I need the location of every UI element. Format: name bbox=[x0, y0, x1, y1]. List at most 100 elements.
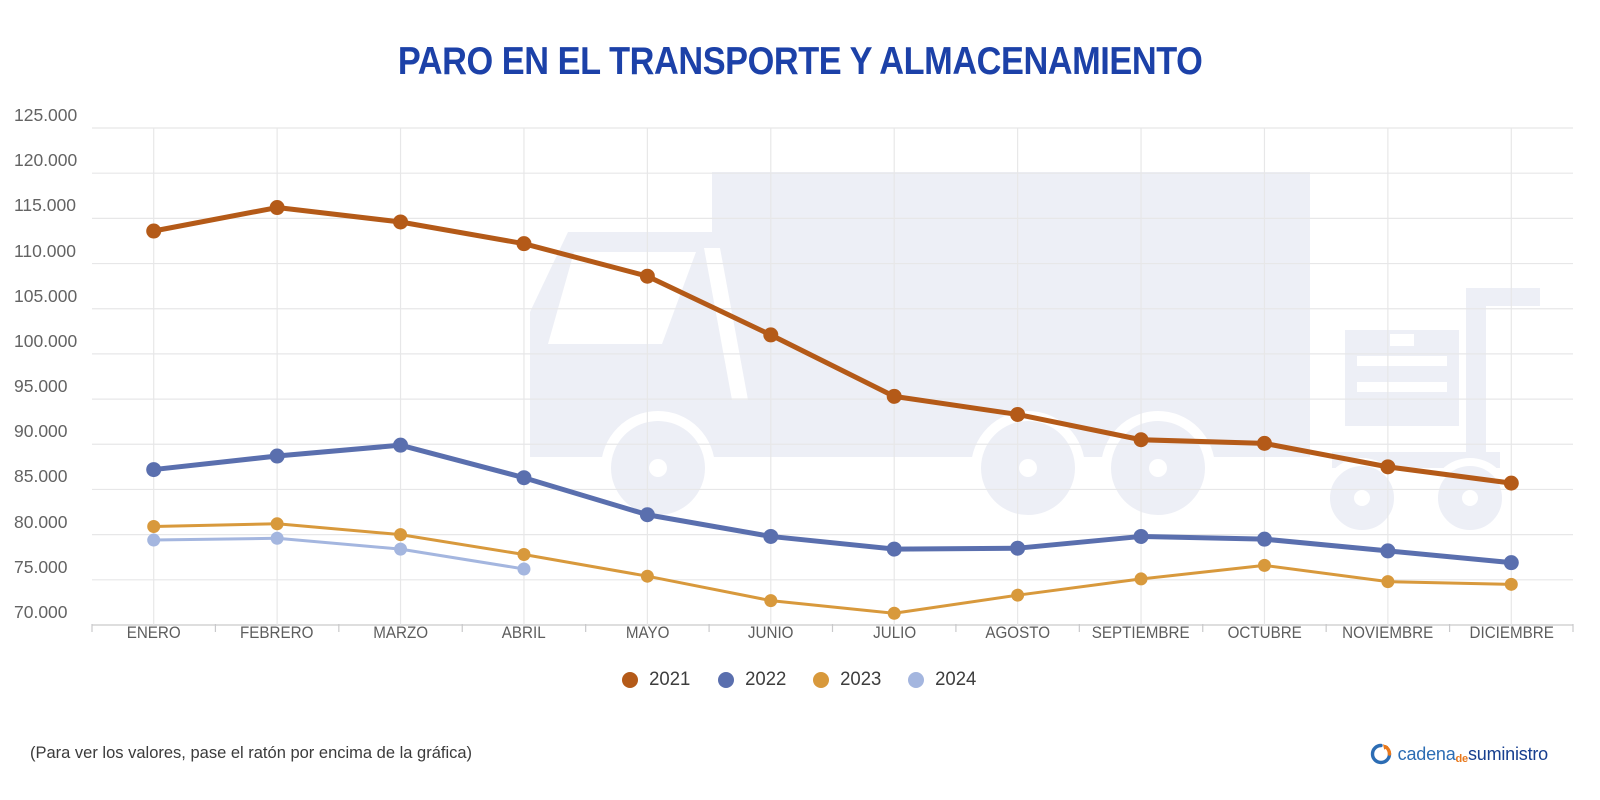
series-point-2023-octubre[interactable] bbox=[1257, 558, 1271, 572]
y-axis-label: 95.000 bbox=[14, 376, 68, 397]
series-point-2022-septiembre[interactable] bbox=[1133, 528, 1149, 544]
series-point-2024-febrero[interactable] bbox=[270, 531, 284, 545]
y-axis-label: 80.000 bbox=[14, 511, 68, 532]
series-point-2021-octubre[interactable] bbox=[1256, 435, 1272, 451]
series-point-2021-mayo[interactable] bbox=[639, 268, 655, 284]
legend-item-2021[interactable]: 2021 bbox=[622, 668, 691, 691]
logo-word-suministro: suministro bbox=[1467, 743, 1548, 764]
series-point-2021-noviembre[interactable] bbox=[1380, 459, 1396, 475]
x-axis-label-febrero: FEBRERO bbox=[240, 624, 314, 642]
logo-word-de: de bbox=[1455, 752, 1469, 765]
y-axis-label: 75.000 bbox=[14, 556, 68, 577]
series-point-2022-octubre[interactable] bbox=[1256, 531, 1272, 547]
series-point-2021-diciembre[interactable] bbox=[1503, 475, 1519, 491]
x-axis-label-julio: JULIO bbox=[872, 624, 916, 642]
series-point-2022-marzo[interactable] bbox=[393, 437, 409, 453]
series-point-2023-noviembre[interactable] bbox=[1381, 575, 1395, 589]
handtruck-wheel-hub-shape bbox=[1354, 490, 1370, 506]
series-point-2023-febrero[interactable] bbox=[270, 517, 284, 531]
series-point-2023-enero[interactable] bbox=[147, 520, 161, 534]
handtruck-frame-shape bbox=[1466, 288, 1486, 468]
series-point-2021-septiembre[interactable] bbox=[1133, 432, 1149, 448]
x-axis-label-agosto: AGOSTO bbox=[985, 624, 1050, 642]
y-axis-label: 110.000 bbox=[14, 240, 76, 261]
y-axis-label: 115.000 bbox=[14, 195, 76, 216]
handtruck-handle-shape bbox=[1466, 288, 1540, 306]
brand-logo-text: cadenadesuministro bbox=[1397, 743, 1549, 765]
series-point-2023-junio[interactable] bbox=[764, 594, 778, 608]
series-point-2023-septiembre[interactable] bbox=[1134, 572, 1148, 586]
series-line-2023[interactable] bbox=[152, 522, 1513, 615]
series-point-2024-enero[interactable] bbox=[147, 533, 161, 547]
series-line-2022[interactable] bbox=[151, 442, 1514, 566]
logo-word-cadena: cadena bbox=[1397, 743, 1456, 764]
series-point-2024-abril[interactable] bbox=[517, 562, 531, 576]
legend-label-2022: 2022 bbox=[744, 668, 786, 690]
y-axis-label: 70.000 bbox=[14, 602, 68, 622]
handtruck-box-slat-shape bbox=[1357, 382, 1447, 392]
handtruck-box-slat-shape bbox=[1357, 356, 1447, 366]
handtruck-wheel-hub-shape bbox=[1462, 490, 1478, 506]
legend-item-2023[interactable]: 2023 bbox=[813, 668, 882, 691]
series-point-2022-mayo[interactable] bbox=[639, 507, 655, 523]
series-point-2022-agosto[interactable] bbox=[1010, 540, 1026, 556]
series-point-2023-diciembre[interactable] bbox=[1504, 577, 1518, 591]
legend-marker-2023 bbox=[813, 671, 829, 688]
hover-hint-note: (Para ver los valores, pase el ratón por… bbox=[30, 744, 473, 762]
truck-wheel-hub-shape bbox=[649, 459, 667, 477]
series-point-2021-julio[interactable] bbox=[886, 388, 902, 404]
cadena-logo-icon bbox=[1370, 743, 1391, 765]
truck-container-shape bbox=[712, 172, 1310, 425]
y-axis-label: 120.000 bbox=[14, 150, 78, 171]
series-point-2024-marzo[interactable] bbox=[394, 542, 408, 556]
legend-item-2024[interactable]: 2024 bbox=[908, 668, 977, 691]
series-point-2022-febrero[interactable] bbox=[269, 448, 285, 464]
x-axis-label-octubre: OCTUBRE bbox=[1227, 624, 1302, 642]
legend-marker-2024 bbox=[908, 671, 925, 688]
series-point-2021-abril[interactable] bbox=[516, 236, 532, 252]
handtruck-box-tape-shape bbox=[1390, 334, 1414, 346]
legend-label-2024: 2024 bbox=[935, 668, 977, 690]
series-point-2022-noviembre[interactable] bbox=[1380, 543, 1396, 559]
truck-window-shape bbox=[548, 252, 696, 344]
x-axis-label-noviembre: NOVIEMBRE bbox=[1342, 624, 1434, 642]
y-axis-label: 85.000 bbox=[14, 466, 68, 487]
series-point-2021-enero[interactable] bbox=[146, 223, 162, 239]
series-point-2022-enero[interactable] bbox=[146, 462, 162, 478]
series-point-2021-agosto[interactable] bbox=[1010, 406, 1026, 422]
series-point-2022-julio[interactable] bbox=[886, 541, 902, 557]
truck-wheel-hub-shape bbox=[1019, 459, 1037, 477]
chart-title: PARO EN EL TRANSPORTE Y ALMACENAMIENTO bbox=[397, 40, 1203, 83]
series-point-2023-abril[interactable] bbox=[517, 548, 531, 562]
series-point-2022-diciembre[interactable] bbox=[1503, 555, 1519, 571]
series-point-2021-febrero[interactable] bbox=[269, 200, 285, 216]
legend-item-2022[interactable]: 2022 bbox=[717, 668, 787, 691]
legend-label-2023: 2023 bbox=[840, 668, 882, 690]
legend-marker-2021 bbox=[622, 671, 639, 688]
truck-wheel-hub-shape bbox=[1149, 459, 1167, 477]
x-axis-label-abril: ABRIL bbox=[502, 624, 546, 642]
logistics-watermark bbox=[530, 172, 1540, 538]
gridlines bbox=[91, 127, 1574, 632]
line-series bbox=[146, 200, 1519, 620]
series-line-2021[interactable] bbox=[151, 205, 1514, 486]
series-line-2024[interactable] bbox=[152, 536, 526, 571]
truck-cab-gap-shape bbox=[704, 248, 748, 400]
legend-label-2021: 2021 bbox=[649, 668, 691, 690]
x-axis-label-septiembre: SEPTIEMBRE bbox=[1092, 624, 1190, 642]
series-point-2023-julio[interactable] bbox=[887, 606, 901, 620]
series-point-2021-junio[interactable] bbox=[763, 327, 779, 343]
x-axis-label-junio: JUNIO bbox=[748, 624, 794, 642]
x-axis-label-diciembre: DICIEMBRE bbox=[1469, 624, 1554, 642]
series-point-2023-mayo[interactable] bbox=[640, 569, 654, 583]
series-point-2023-agosto[interactable] bbox=[1011, 588, 1025, 602]
brand-logo: cadenadesuministro bbox=[1370, 743, 1548, 765]
legend-marker-2022 bbox=[717, 671, 734, 688]
series-point-2022-abril[interactable] bbox=[516, 470, 532, 486]
series-point-2022-junio[interactable] bbox=[763, 528, 779, 544]
legend: 2021 2022 2023 2024 bbox=[0, 668, 1600, 691]
series-point-2021-marzo[interactable] bbox=[393, 214, 409, 230]
series-point-2023-marzo[interactable] bbox=[394, 528, 408, 542]
